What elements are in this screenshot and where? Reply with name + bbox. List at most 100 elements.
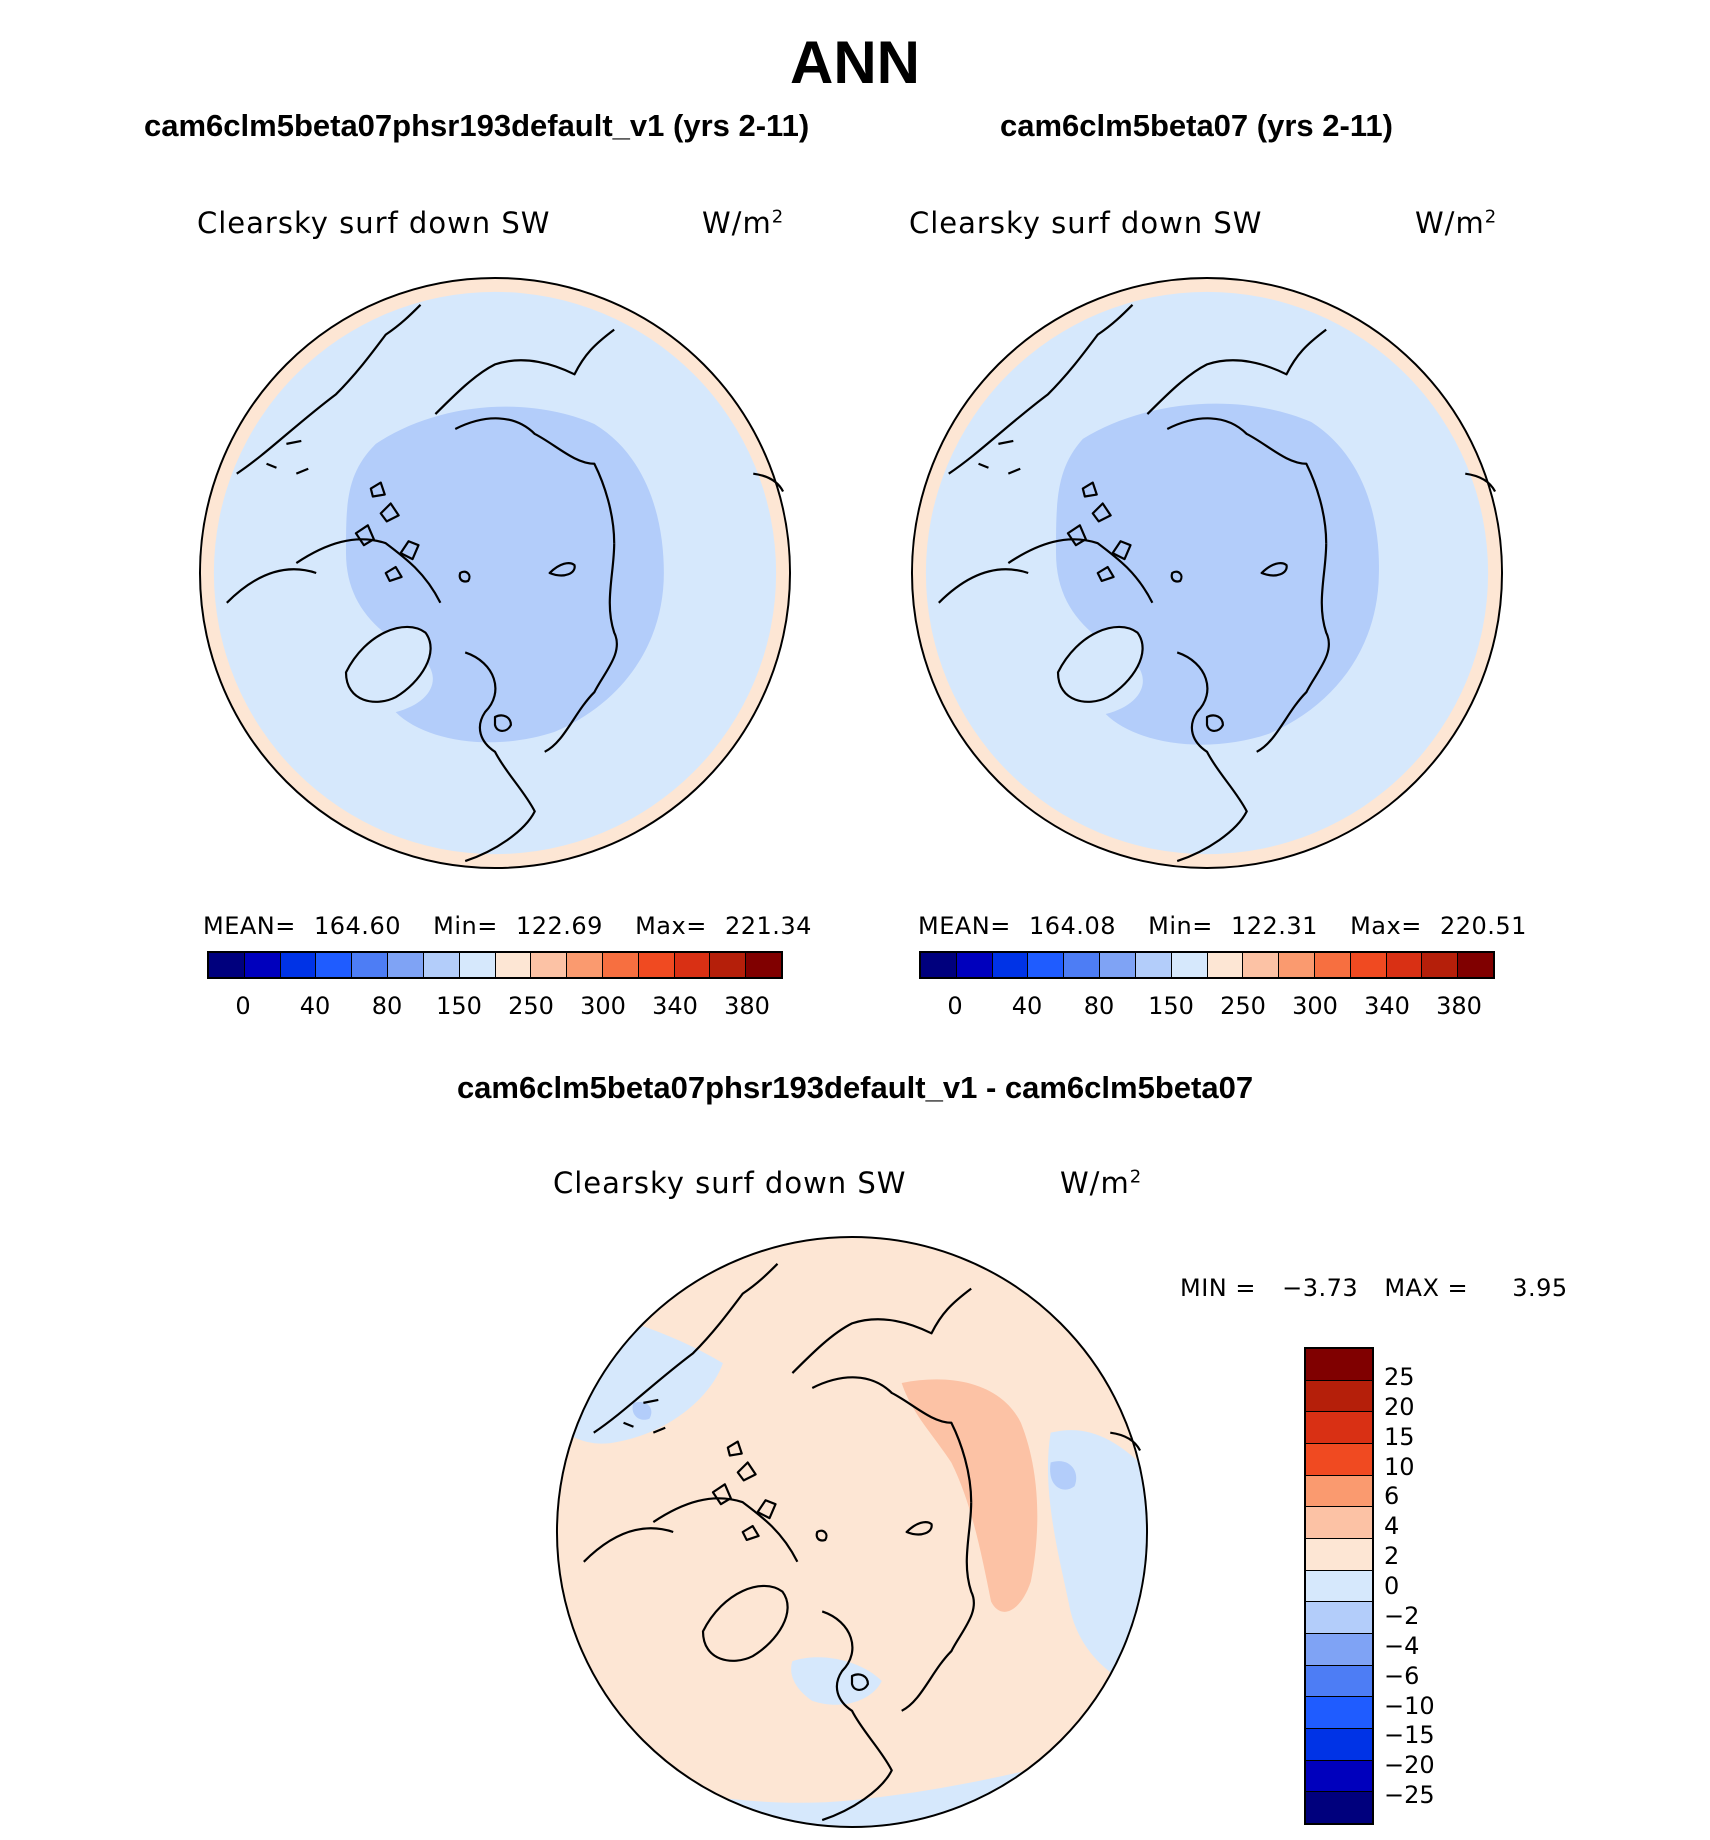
colorbar-box [1458,953,1493,977]
panel2-variable-label: Clearsky surf down SW [909,206,1263,240]
colorbar-tick-label: −10 [1384,1691,1435,1720]
panel1-unit-label: W/m2 [702,206,785,240]
diff-blue-spot-west [632,1401,652,1420]
colorbar-box [1386,953,1423,977]
panel1-min-label: Min= [433,912,498,940]
diff-min-label: MIN = [1180,1274,1256,1302]
diff-title: cam6clm5beta07phsr193default_v1 - cam6cl… [456,1070,1254,1105]
panel2-case-title: cam6clm5beta07 (yrs 2-11) [1000,108,1393,143]
panel1-min-value: 122.69 [515,912,603,940]
colorbar-box [1028,953,1065,977]
colorbar-box [1064,953,1101,977]
panel1-colorbar-ticks: 0 40 80 150 250 300 340 380 [207,992,783,1022]
colorbar-tick-label: 25 [1384,1362,1415,1391]
colorbar-tick-label: −20 [1384,1751,1435,1780]
colorbar-tick-label: 2 [1384,1542,1400,1571]
colorbar-tick-label: 4 [1384,1512,1400,1541]
colorbar-box [1306,1697,1372,1730]
panel1-stats: MEAN= 164.60 Min= 122.69 Max= 221.34 [203,912,812,940]
colorbar-box [1279,953,1315,977]
panel2-min-value: 122.31 [1230,912,1318,940]
colorbar-tick-label: 250 [508,992,554,1020]
diff-unit-label: W/m2 [1060,1166,1143,1200]
panel1-polar-map [198,276,792,870]
panel1-mean-value: 164.60 [314,912,401,940]
colorbar-box [638,953,675,977]
panel1-colorbar [207,951,783,979]
diff-min-value: −3.73 [1282,1274,1359,1302]
colorbar-tick-label: 20 [1384,1392,1415,1421]
colorbar-box [352,953,389,977]
colorbar-tick-label: 340 [652,992,698,1020]
colorbar-tick-label: −4 [1384,1631,1420,1660]
colorbar-tick-label: −15 [1384,1721,1435,1750]
panel2-colorbar [919,951,1495,979]
colorbar-box [1306,1602,1372,1635]
diff-variable-label: Clearsky surf down SW [553,1166,907,1200]
colorbar-tick-label: 300 [580,992,626,1020]
panel2-coastlines [938,304,1497,863]
colorbar-tick-label: 15 [1384,1422,1415,1451]
diff-colorbar [1304,1347,1374,1825]
main-title: ANN [790,29,920,96]
colorbar-tick-label: 0 [235,992,251,1020]
colorbar-box [1243,953,1280,977]
colorbar-box [1306,1444,1372,1476]
panel2-mean-label: MEAN= [918,912,1011,940]
colorbar-box [459,953,496,977]
colorbar-box [921,953,957,977]
colorbar-box [567,953,603,977]
colorbar-box [602,953,639,977]
panel2-colorbar-ticks: 0 40 80 150 250 300 340 380 [919,992,1495,1022]
colorbar-box [1314,953,1351,977]
colorbar-box [423,953,460,977]
colorbar-tick-label: 80 [371,992,403,1020]
panel1-max-value: 221.34 [724,912,812,940]
panel2-min-label: Min= [1148,912,1213,940]
colorbar-box [710,953,747,977]
diff-orange-tongue [901,1379,1038,1612]
diff-minmax: MIN = −3.73 MAX = 3.95 [1180,1274,1586,1302]
diff-blue-spot-east [1050,1461,1077,1490]
panel1-variable-label: Clearsky surf down SW [197,206,551,240]
colorbar-tick-label: −25 [1384,1781,1435,1810]
colorbar-box [1306,1475,1372,1508]
colorbar-box [1306,1507,1372,1540]
colorbar-box [956,953,993,977]
colorbar-box [388,953,424,977]
panel2-max-label: Max= [1350,912,1422,940]
colorbar-box [1306,1634,1372,1666]
colorbar-tick-label: 40 [299,992,331,1020]
colorbar-box [1306,1539,1372,1571]
colorbar-box [1306,1665,1372,1698]
diff-colorbar-ticks: 25 20 15 10 6 4 2 0 −2 −4 −6 −10 −15 −20 −25 [1384,1347,1464,1825]
colorbar-box [1207,953,1244,977]
diff-max-value: 3.95 [1512,1274,1568,1302]
colorbar-box [1100,953,1136,977]
colorbar-tick-label: 6 [1384,1482,1400,1511]
colorbar-box [1306,1729,1372,1761]
panel1-greenland-patch [346,626,431,702]
colorbar-tick-label: 40 [1011,992,1043,1020]
panel2-greenland-patch [1058,626,1143,702]
panel1-max-label: Max= [635,912,707,940]
colorbar-box [1306,1412,1372,1445]
panel2-max-value: 220.51 [1439,912,1527,940]
diff-coastlines [583,1263,1142,1822]
colorbar-tick-label: 380 [1436,992,1482,1020]
colorbar-box [1422,953,1459,977]
colorbar-box [1306,1760,1372,1793]
colorbar-box [1306,1380,1372,1413]
panel2-mean-value: 164.08 [1029,912,1116,940]
colorbar-tick-label: 80 [1083,992,1115,1020]
colorbar-box [209,953,245,977]
colorbar-box [1350,953,1387,977]
colorbar-tick-label: 300 [1292,992,1338,1020]
colorbar-box [746,953,781,977]
colorbar-box [1306,1349,1372,1381]
colorbar-tick-label: 0 [1384,1572,1400,1600]
colorbar-box [531,953,568,977]
colorbar-tick-label: −2 [1384,1601,1420,1630]
colorbar-tick-label: −6 [1384,1661,1420,1690]
colorbar-box [674,953,711,977]
